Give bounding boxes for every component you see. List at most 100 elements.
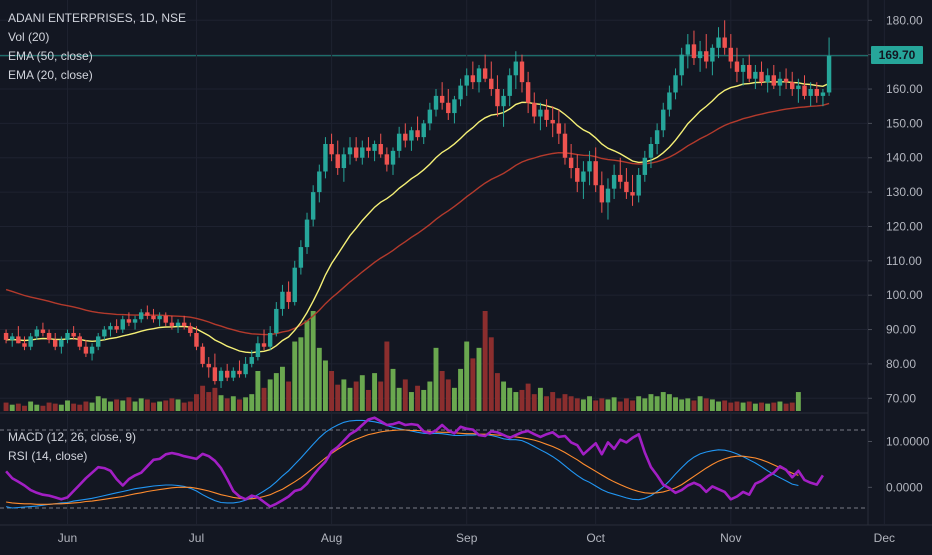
volume-bar — [114, 399, 120, 411]
volume-bar — [789, 402, 795, 411]
candle-body — [458, 85, 463, 100]
volume-bar — [660, 392, 666, 411]
macd-indicator-label[interactable]: MACD (12, 26, close, 9) — [8, 430, 137, 444]
candle-body — [218, 370, 224, 382]
volume-bar — [298, 337, 304, 411]
candle-body — [568, 157, 574, 169]
candle-body — [353, 147, 359, 158]
candle-body — [415, 130, 420, 138]
candle-body — [409, 130, 414, 141]
volume-indicator-label[interactable]: Vol (20) — [8, 30, 50, 44]
candle-body — [765, 75, 770, 83]
y-tick-label: 80.00 — [886, 357, 916, 371]
volume-bar — [752, 403, 758, 411]
candle-body — [507, 75, 512, 96]
candle-body — [501, 95, 506, 107]
candle-body — [384, 154, 390, 165]
volume-bar — [691, 400, 697, 411]
volume-bar — [279, 366, 285, 411]
volume-bar — [550, 392, 556, 411]
candle-body — [249, 357, 254, 364]
candle-body — [734, 61, 740, 72]
candle-body — [194, 332, 199, 347]
candle-body — [710, 47, 715, 62]
volume-bar — [464, 341, 470, 411]
candle-body — [679, 54, 684, 76]
volume-bar — [728, 402, 734, 411]
candle-body — [599, 185, 605, 203]
volume-bar — [697, 396, 703, 411]
rsi-indicator-label[interactable]: RSI (14, close) — [8, 449, 88, 463]
candle-body — [513, 61, 519, 76]
volume-bar — [194, 394, 199, 411]
volume-bar — [372, 373, 378, 411]
volume-bar — [175, 399, 181, 411]
candle-body — [544, 109, 549, 120]
candle-body — [10, 336, 15, 340]
volume-layer — [3, 311, 801, 411]
volume-bar — [58, 404, 64, 411]
candle-body — [826, 55, 832, 93]
candle-body — [261, 343, 267, 347]
x-tick-label: Oct — [586, 531, 605, 545]
candle-body — [470, 75, 476, 83]
ema20-indicator-label[interactable]: EMA (20, close) — [8, 68, 93, 82]
candle-body — [243, 363, 248, 375]
signal-line — [6, 429, 799, 505]
candle-body — [347, 147, 353, 155]
candle-body — [126, 319, 132, 323]
volume-bar — [329, 371, 335, 411]
volume-bar — [34, 404, 40, 411]
volume-bar — [187, 401, 193, 411]
y-tick-label: 160.00 — [886, 82, 923, 96]
candle-body — [636, 174, 641, 196]
volume-bar — [709, 399, 715, 411]
x-tick-label: Jul — [189, 531, 204, 545]
candle-body — [390, 150, 396, 165]
volume-bar — [458, 368, 464, 411]
candle-body — [722, 37, 727, 48]
y-tick-label: 70.00 — [886, 391, 916, 405]
candle-body — [673, 75, 678, 93]
volume-bar — [206, 392, 212, 411]
candle-body — [403, 133, 408, 141]
candle-body — [587, 161, 592, 172]
candle-body — [298, 247, 304, 268]
candle-body — [206, 363, 211, 368]
symbol-title[interactable]: ADANI ENTERPRISES, 1D, NSE — [8, 11, 187, 25]
volume-bar — [783, 403, 789, 411]
volume-bar — [482, 311, 488, 411]
candle-body — [452, 99, 457, 114]
candle-body — [169, 322, 175, 327]
volume-bar — [9, 404, 15, 411]
volume-bar — [494, 373, 500, 411]
volume-bar — [580, 399, 586, 411]
y-tick-label: 120.00 — [886, 219, 923, 233]
volume-bar — [759, 402, 764, 411]
volume-bar — [519, 389, 525, 411]
candle-body — [95, 336, 101, 347]
volume-bar — [765, 403, 771, 411]
candle-body — [89, 346, 95, 354]
volume-bar — [390, 368, 396, 411]
candle-body — [304, 219, 310, 248]
volume-bar — [3, 402, 9, 411]
candle-body — [329, 144, 334, 155]
volume-bar — [654, 396, 660, 411]
candle-body — [697, 51, 703, 59]
volume-bar — [544, 396, 550, 411]
volume-bar — [734, 401, 740, 411]
volume-bar — [666, 394, 672, 411]
candle-body — [120, 319, 125, 330]
ema50-indicator-label[interactable]: EMA (50, close) — [8, 49, 93, 63]
grid-layer — [0, 0, 932, 526]
volume-bar — [359, 375, 365, 411]
candle-layer — [3, 20, 832, 388]
candle-body — [22, 343, 27, 347]
volume-bar — [537, 387, 543, 411]
volume-bar — [593, 400, 599, 411]
candle-body — [378, 144, 383, 155]
candle-body — [175, 322, 181, 327]
volume-bar — [587, 396, 593, 411]
